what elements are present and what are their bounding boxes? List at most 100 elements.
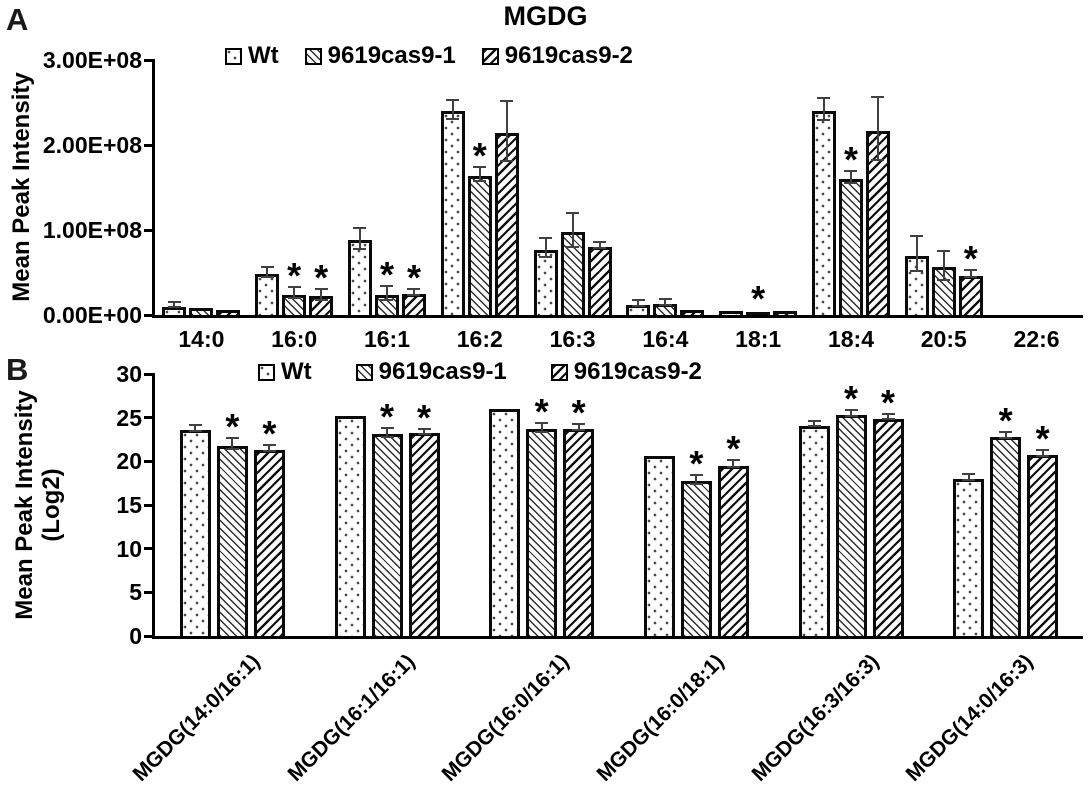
bar-slot: *: [526, 374, 558, 636]
significance-star: *: [726, 428, 741, 470]
error-bar: [689, 473, 703, 485]
bar-9619cas9-1: [838, 179, 863, 315]
legend: Wt 9619cas9-1 9619cas9-2: [225, 42, 633, 70]
error-bar: [380, 284, 394, 301]
y-tick-label: 0: [129, 623, 142, 649]
bar-slot: [798, 374, 830, 636]
bar-slot: [680, 60, 705, 315]
error-bar: [871, 95, 885, 162]
bar-Wt: [953, 478, 985, 636]
bar-9619cas9-2: [253, 449, 285, 636]
y-axis-tick: [144, 313, 155, 317]
bar-slot: [719, 60, 744, 315]
panel-a-label: A: [6, 2, 29, 37]
error-bar: [260, 265, 274, 279]
bar-slot: [998, 60, 1022, 315]
y-tick-label: 2.00E+08: [42, 132, 142, 158]
error-bar: [962, 473, 976, 481]
significance-star: *: [881, 381, 896, 423]
y-axis-tick: [144, 547, 155, 551]
bar-slot: [560, 60, 585, 315]
bar-slot: *: [253, 374, 285, 636]
error-bar: [473, 165, 487, 182]
significance-star: *: [1035, 418, 1050, 460]
significance-star: *: [843, 138, 858, 180]
bar-Wt: [533, 249, 558, 315]
legend-label: Wt: [248, 42, 279, 69]
bar-slot: *: [835, 374, 867, 636]
error-bar: [407, 287, 421, 296]
legend-swatch-hatch-down-icon: [304, 47, 322, 65]
bar-Wt: [334, 415, 366, 636]
error-bar: [188, 424, 202, 432]
bar-9619cas9-2: [1027, 455, 1059, 636]
y-tick-label: 5: [129, 579, 142, 606]
legend-swatch-hatch-down-icon: [355, 363, 373, 381]
error-bar: [446, 98, 460, 120]
bar-slot: [626, 60, 651, 315]
bar-group: 14:0: [155, 60, 248, 352]
x-category-label: MGDG(16:3/16:3): [747, 650, 884, 786]
bar-group: * * MGDG(16:0/18:1): [593, 374, 774, 786]
bar-group: 16:4: [619, 60, 712, 352]
x-category-label: MGDG(16:0/16:1): [438, 650, 574, 786]
legend-label: 9619cas9-1: [378, 358, 507, 385]
error-bar: [417, 427, 431, 436]
error-bar: [539, 237, 553, 259]
significance-star: *: [314, 257, 329, 299]
significance-star: *: [689, 442, 704, 484]
bar-9619cas9-2: [587, 247, 612, 315]
bar-9619cas9-2: [773, 310, 798, 315]
y-tick-label: 30: [116, 361, 142, 387]
bar-slot: [179, 374, 211, 636]
bar-9619cas9-1: [467, 175, 492, 315]
legend-item: 9619cas9-2: [481, 42, 633, 70]
x-category-label: 16:0: [271, 326, 318, 352]
error-bar: [937, 249, 951, 281]
bar-slot: *: [563, 374, 595, 636]
x-category-label: 16:2: [456, 326, 503, 352]
bar-9619cas9-2: [872, 418, 904, 636]
bar-slot: [643, 374, 675, 636]
bar-Wt: [643, 456, 675, 636]
error-bar: [262, 444, 276, 452]
x-category-label: 22:6: [1013, 326, 1060, 352]
bar-Wt: [798, 425, 830, 636]
bar-slot: [189, 60, 214, 315]
bar-Wt: [347, 240, 372, 315]
error-bar: [999, 431, 1013, 439]
legend-item: 9619cas9-1: [355, 358, 507, 386]
bar-slot: *: [374, 60, 399, 315]
bar-9619cas9-2: [563, 429, 595, 636]
bar-slot: *: [958, 60, 983, 315]
bar-9619cas9-1: [189, 307, 214, 315]
bar-group: 22:6: [990, 60, 1083, 352]
y-tick-label: 3.00E+08: [42, 47, 142, 73]
y-axis-tick: [144, 372, 155, 376]
bar-slot: [255, 60, 280, 315]
x-category-label: MGDG(16:1/16:1): [283, 650, 420, 786]
error-bar: [817, 96, 831, 122]
y-axis-tick: [144, 634, 155, 638]
bar-9619cas9-2: [680, 309, 705, 315]
error-bar: [593, 240, 607, 250]
bar-9619cas9-2: [494, 133, 519, 315]
error-bar: [1036, 449, 1050, 457]
bar-slot: [865, 60, 890, 315]
bar-9619cas9-2: [216, 309, 241, 315]
significance-star: *: [963, 238, 978, 280]
y-tick-label: 1.00E+08: [42, 217, 142, 243]
significance-star: *: [225, 406, 240, 448]
legend-item: Wt: [258, 358, 312, 386]
bar-group: * * 16:1: [341, 60, 434, 352]
x-category-label: MGDG(14:0/16:1): [128, 650, 265, 786]
legend-label: 9619cas9-2: [504, 42, 633, 69]
y-axis-tick: [144, 590, 155, 594]
x-category-label: MGDG(14:0/16:3): [902, 650, 1038, 786]
bar-9619cas9-1: [835, 415, 867, 636]
y-tick-label: 15: [116, 492, 142, 518]
significance-star: *: [571, 392, 586, 434]
bar-9619cas9-1: [282, 294, 307, 315]
panel-b-plot-area: 0 5 10 15 20 25 30 Wt 9619cas9-1 9619cas9-2 * * MGDG…: [116, 358, 1083, 786]
bar-slot: *: [872, 374, 904, 636]
